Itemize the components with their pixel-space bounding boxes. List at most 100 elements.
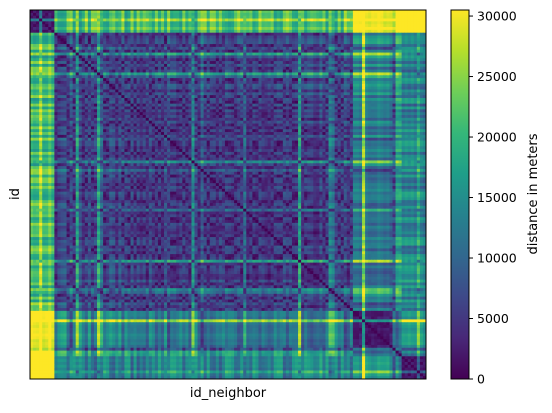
heatmap-cell [106, 89, 110, 93]
heatmap-cell [221, 58, 226, 62]
heatmap-cell [401, 66, 406, 71]
heatmap-cell [194, 55, 198, 59]
heatmap-cell [167, 44, 171, 48]
heatmap-cell [179, 115, 183, 119]
heatmap-cell [93, 24, 98, 28]
heatmap-cell [228, 24, 232, 28]
heatmap-cell [310, 12, 314, 17]
heatmap-cell [57, 103, 61, 107]
heatmap-cell [224, 112, 229, 116]
heatmap-cell [103, 83, 107, 88]
heatmap-cell [30, 92, 34, 96]
heatmap-cell [386, 97, 390, 102]
heatmap-cell [295, 44, 299, 48]
heatmap-cell [422, 35, 427, 39]
heatmap-cell [340, 89, 345, 93]
heatmap-cell [215, 21, 220, 25]
heatmap-cell [215, 61, 220, 65]
heatmap-cell [343, 72, 348, 76]
heatmap-cell [39, 78, 43, 82]
heatmap-cell [422, 66, 427, 71]
heatmap-cell [66, 112, 70, 116]
heatmap-cell [66, 10, 70, 14]
heatmap-cell [368, 103, 372, 107]
heatmap-cell [298, 63, 302, 68]
heatmap-cell [410, 112, 415, 116]
heatmap-cell [69, 55, 74, 59]
heatmap-cell [307, 12, 311, 17]
heatmap-cell [365, 86, 369, 90]
heatmap-cell [30, 69, 34, 73]
heatmap-cell [416, 103, 421, 107]
heatmap-cell [206, 27, 211, 31]
heatmap-cell [224, 103, 229, 107]
heatmap-cell [419, 52, 424, 56]
heatmap-cell [209, 27, 214, 31]
heatmap-cell [392, 72, 396, 76]
heatmap-cell [100, 46, 104, 51]
heatmap-cell [188, 61, 192, 65]
heatmap-cell [200, 32, 205, 36]
heatmap-cell [69, 92, 74, 96]
heatmap-cell [121, 103, 125, 107]
heatmap-cell [84, 92, 89, 96]
heatmap-cell [404, 41, 409, 45]
heatmap-cell [362, 63, 366, 68]
heatmap-cell [389, 75, 393, 79]
heatmap-cell [362, 15, 366, 19]
heatmap-cell [313, 55, 317, 59]
heatmap-cell [33, 103, 37, 107]
heatmap-cell [383, 49, 387, 53]
heatmap-cell [139, 61, 144, 65]
heatmap-cell [380, 89, 384, 93]
heatmap-cell [148, 103, 153, 107]
heatmap-cell [410, 97, 415, 102]
heatmap-cell [325, 21, 329, 25]
heatmap-cell [145, 61, 150, 65]
heatmap-cell [221, 10, 226, 14]
heatmap-cell [285, 18, 290, 22]
heatmap-cell [349, 29, 354, 34]
heatmap-cell [337, 72, 342, 76]
heatmap-cell [81, 92, 86, 96]
heatmap-cell [51, 18, 55, 22]
heatmap-cell [377, 58, 381, 62]
heatmap-cell [203, 52, 208, 56]
heatmap-cell [383, 21, 387, 25]
heatmap-cell [30, 97, 34, 102]
heatmap-cell [298, 92, 302, 96]
heatmap-cell [310, 83, 314, 88]
heatmap-cell [164, 27, 168, 31]
heatmap-cell [75, 97, 80, 102]
heatmap-cell [48, 44, 52, 48]
heatmap-cell [124, 41, 128, 45]
heatmap-cell [63, 55, 67, 59]
heatmap-cell [343, 18, 348, 22]
heatmap-cell [252, 95, 256, 99]
heatmap-cell [334, 12, 339, 17]
heatmap-cell [127, 72, 131, 76]
heatmap-cell [249, 89, 253, 93]
heatmap-cell [234, 38, 238, 42]
heatmap-cell [371, 52, 375, 56]
heatmap-cell [100, 52, 104, 56]
heatmap-cell [401, 49, 406, 53]
heatmap-cell [93, 15, 98, 19]
heatmap-cell [133, 83, 138, 88]
heatmap-cell [42, 72, 46, 76]
heatmap-cell [249, 78, 253, 82]
heatmap-cell [106, 92, 110, 96]
heatmap-cell [182, 41, 186, 45]
heatmap-cell [419, 80, 424, 85]
heatmap-cell [368, 52, 372, 56]
heatmap-cell [54, 83, 58, 88]
heatmap-cell [191, 115, 195, 119]
heatmap-cell [93, 49, 98, 53]
heatmap-cell [157, 103, 162, 107]
heatmap-cell [115, 100, 119, 105]
heatmap-cell [51, 103, 55, 107]
heatmap-cell [243, 72, 247, 76]
heatmap-cell [343, 66, 348, 71]
heatmap-cell [328, 49, 332, 53]
heatmap-cell [127, 55, 131, 59]
